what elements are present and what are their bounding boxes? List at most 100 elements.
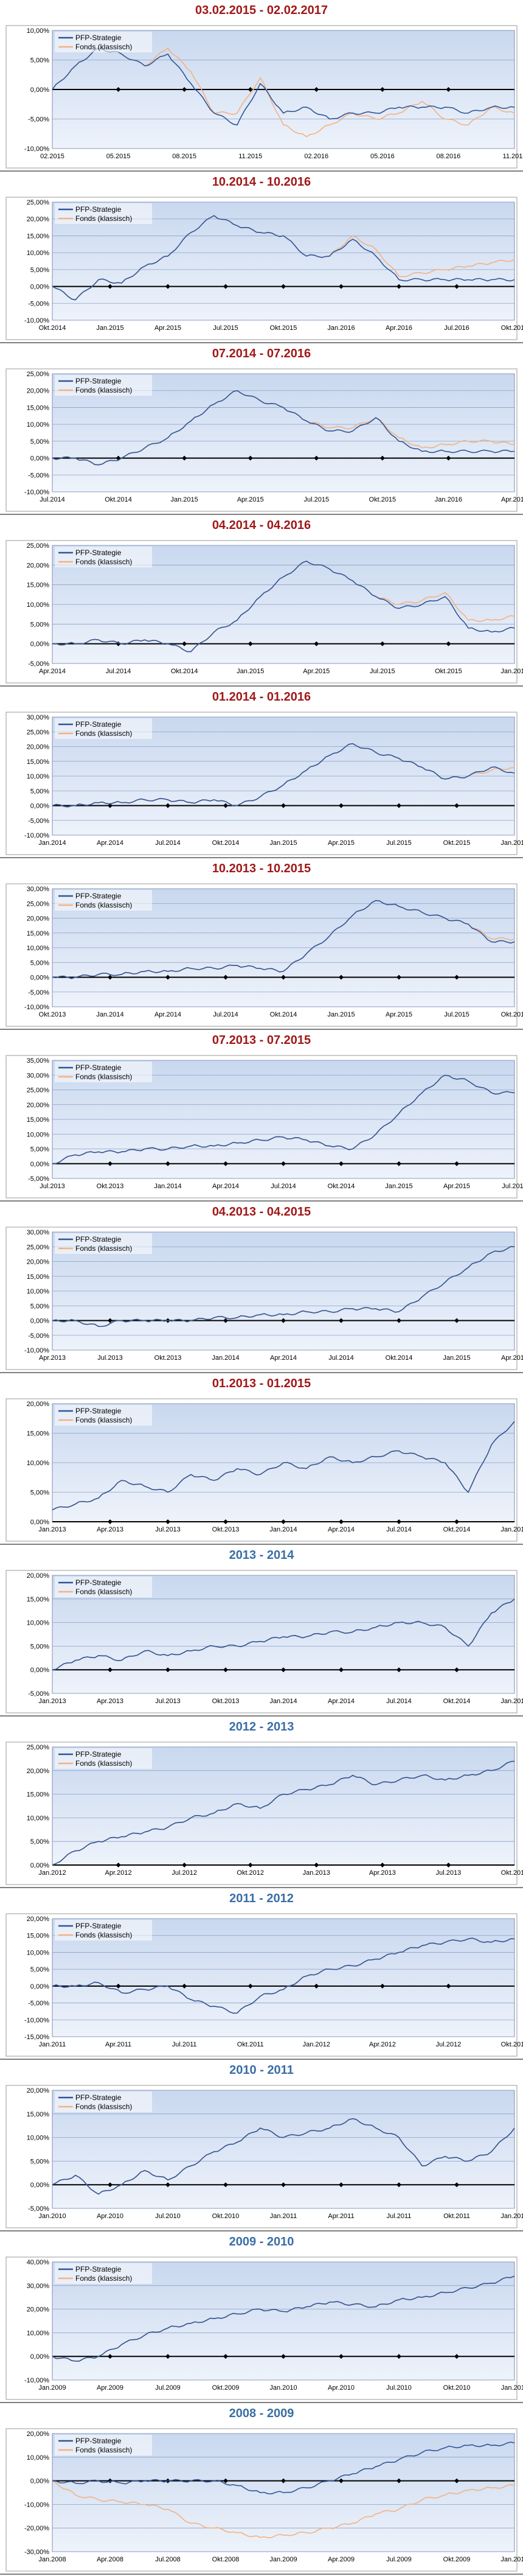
y-tick-label: 40,00% <box>27 2259 50 2266</box>
y-tick-label: 10,00% <box>27 601 50 609</box>
line-chart: -5,00% 0,00% 5,00% 10,00% 15,00% 20,00% 25,00%… <box>5 540 523 684</box>
x-tick-label: Apr.2011 <box>328 2213 354 2220</box>
y-tick-label: 10,00% <box>27 945 50 952</box>
x-tick-label: Okt.2010 <box>212 2213 240 2220</box>
zero-line-marker <box>165 2182 170 2188</box>
panel-separator <box>0 514 523 515</box>
line-chart: -10,00% -5,00% 0,00% 5,00% 10,00% 15,00% 20,00… <box>5 712 523 855</box>
line-chart: -10,00% -5,00% 0,00% 5,00% 10,00% 15,00% 20,00… <box>5 368 523 512</box>
panel-separator <box>0 2230 523 2231</box>
zero-line-marker <box>446 1863 451 1867</box>
y-tick-label: 25,00% <box>27 1087 50 1094</box>
x-tick-label: Okt.2009 <box>443 2556 471 2563</box>
y-tick-label: 5,00% <box>30 438 49 446</box>
legend-entry-fonds-klassisch: Fonds (klassisch) <box>75 386 132 394</box>
y-tick-label: -5,00% <box>28 472 49 479</box>
zero-line-marker <box>454 975 459 980</box>
legend-entry-fonds-klassisch: Fonds (klassisch) <box>75 1244 132 1253</box>
y-tick-label: 20,00% <box>27 915 50 923</box>
zero-line-marker <box>397 284 401 289</box>
x-tick-label: Apr.2015 <box>154 324 181 332</box>
legend-entry-fonds-klassisch: Fonds (klassisch) <box>75 2274 132 2283</box>
y-tick-label: 0,00% <box>30 1983 49 1990</box>
zero-line-marker <box>397 1318 401 1323</box>
y-tick-label: 20,00% <box>27 1259 50 1266</box>
y-tick-label: 0,00% <box>30 2478 49 2485</box>
zero-line-marker <box>281 2478 286 2483</box>
zero-line-marker <box>281 975 286 980</box>
x-tick-label: Apr.2008 <box>97 2556 123 2563</box>
zero-line-marker <box>116 641 121 646</box>
y-tick-label: -5,00% <box>28 817 49 825</box>
chart-title: 04.2014 - 04.2016 <box>212 519 311 532</box>
y-tick-label: 20,00% <box>27 2306 50 2314</box>
zero-line-marker <box>454 1318 459 1323</box>
y-tick-label: 5,00% <box>30 1838 49 1846</box>
y-tick-label: 10,00% <box>27 2329 50 2337</box>
x-tick-label: Jan.2012 <box>500 2213 523 2220</box>
zero-line-marker <box>339 803 344 808</box>
y-tick-label: 5,00% <box>30 1489 49 1497</box>
legend-entry-pfp-strategie: PFP-Strategie <box>75 1922 122 1930</box>
x-tick-label: 02.2016 <box>304 153 328 160</box>
legend-entry-fonds-klassisch: Fonds (klassisch) <box>75 2446 132 2454</box>
y-tick-label: 10,00% <box>27 1131 50 1138</box>
y-tick-label: 15,00% <box>27 1273 50 1281</box>
x-tick-label: Jul.2014 <box>106 668 131 675</box>
y-tick-label: 0,00% <box>30 1318 49 1325</box>
y-tick-label: 30,00% <box>27 714 50 721</box>
zero-line-marker <box>165 1519 170 1524</box>
legend-entry-pfp-strategie: PFP-Strategie <box>75 2265 122 2273</box>
x-tick-label: Jul.2011 <box>172 2041 197 2048</box>
x-tick-label: Okt.2013 <box>212 1698 240 1705</box>
legend-box <box>55 1748 152 1769</box>
y-tick-label: 20,00% <box>27 216 50 223</box>
x-tick-label: Jan.2012 <box>303 2041 330 2048</box>
legend-entry-pfp-strategie: PFP-Strategie <box>75 1578 122 1587</box>
x-tick-label: Jan.2015 <box>96 324 123 332</box>
x-tick-label: Okt.2014 <box>386 1354 413 1362</box>
y-tick-label: 20,00% <box>27 1401 50 1408</box>
y-tick-label: 20,00% <box>27 1768 50 1775</box>
zero-line-marker <box>446 1983 451 1989</box>
series-line-pfp-strategie <box>52 215 515 301</box>
y-tick-label: 25,00% <box>27 542 50 550</box>
y-tick-label: 15,00% <box>27 930 50 937</box>
legend-box <box>55 2091 152 2112</box>
x-tick-label: Apr.2015 <box>328 839 355 847</box>
y-tick-label: -20,00% <box>24 2525 49 2532</box>
y-tick-label: 30,00% <box>27 2283 50 2290</box>
zero-line-marker <box>108 803 113 808</box>
x-tick-label: Jan.2010 <box>38 2213 66 2220</box>
x-tick-label: Jan.2016 <box>327 324 355 332</box>
line-chart: -10,00% -5,00% 0,00% 5,00% 10,00% 02.2015 05.2… <box>5 25 523 169</box>
x-tick-label: Apr.2012 <box>369 2041 396 2048</box>
y-tick-label: 25,00% <box>27 199 50 206</box>
x-tick-label: Apr.2009 <box>328 2556 355 2563</box>
zero-line-marker <box>314 1983 319 1989</box>
series-line-pfp-strategie <box>52 1246 515 1328</box>
zero-line-marker <box>281 2354 286 2359</box>
zero-line-marker <box>397 2354 401 2359</box>
y-tick-label: 25,00% <box>27 729 50 736</box>
x-tick-label: Apr.2010 <box>328 2384 355 2392</box>
line-chart: -10,00% -5,00% 0,00% 5,00% 10,00% 15,00% 20,00… <box>5 197 523 340</box>
x-tick-label: Jan.2016 <box>435 496 462 503</box>
zero-line-marker <box>281 1519 286 1524</box>
x-tick-label: Apr.2010 <box>97 2213 123 2220</box>
y-tick-label: 0,00% <box>30 455 49 463</box>
legend-entry-pfp-strategie: PFP-Strategie <box>75 2437 122 2445</box>
zero-line-marker <box>397 803 401 808</box>
series-line-pfp-strategie <box>52 47 515 126</box>
x-tick-label: Okt.2013 <box>39 1011 66 1018</box>
x-tick-label: 11.2015 <box>238 153 262 160</box>
chart-title: 10.2014 - 10.2016 <box>212 175 311 189</box>
zero-line-marker <box>339 1667 344 1673</box>
y-tick-label: -10,00% <box>24 1004 49 1011</box>
line-chart: 0,00% 5,00% 10,00% 15,00% 20,00% 25,00% Jan.20… <box>5 1741 523 1885</box>
x-tick-label: Jan.2012 <box>38 1869 66 1877</box>
zero-line-marker <box>454 2478 459 2483</box>
